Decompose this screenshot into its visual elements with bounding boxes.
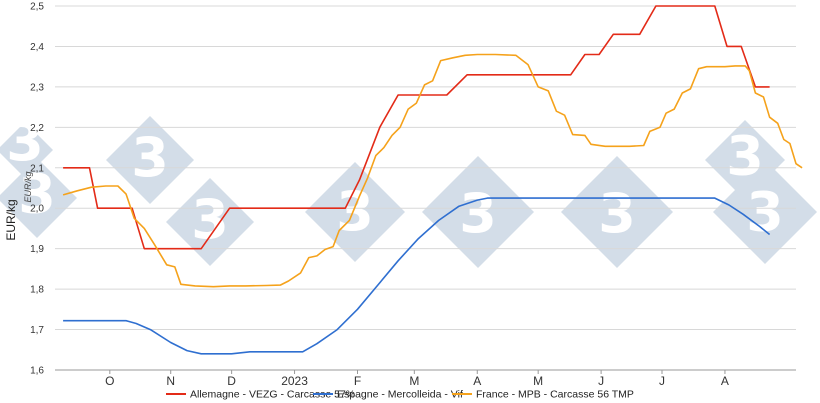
y-tick-label: 2,1 (30, 163, 44, 174)
legend-label: Espagne - Mercolleida - Vif (337, 389, 463, 401)
watermark-diamond: 3 (166, 178, 254, 266)
y-tick-label: 1,8 (30, 285, 44, 296)
x-tick-label: A (721, 374, 729, 388)
watermark-diamond: 3 (561, 156, 673, 268)
y-tick-label: 1,9 (30, 244, 44, 255)
watermark-diamond: 3 (305, 162, 405, 262)
watermark-digit: 3 (6, 110, 44, 173)
y-axis-label: EUR/kg (4, 199, 18, 240)
watermark-layer: 333 3 3 3 333 (0, 110, 817, 268)
x-tick-label: M (533, 374, 543, 388)
series-layer (62, 5, 803, 355)
legend-item: Allemagne - VEZG - Carcasse 57% (166, 389, 355, 401)
x-tick-label: J (598, 374, 604, 388)
watermark-diamond: 3 (422, 156, 534, 268)
x-tick-label: 2023 (281, 374, 308, 388)
watermark-digit: 3 (459, 182, 497, 245)
x-axis: O N D 2023 F M A M J J A (55, 369, 796, 388)
series-line-1 (63, 5, 770, 250)
watermark-diamond: 3 (0, 110, 53, 178)
legend-label: France - MPB - Carcasse 56 TMP (476, 389, 634, 401)
x-tick-label: D (227, 374, 236, 388)
x-tick-label: N (166, 374, 175, 388)
legend: Allemagne - VEZG - Carcasse 57%Espagne -… (166, 389, 634, 401)
x-tick-label: F (354, 374, 361, 388)
y-tick-label: 2,0 (30, 204, 44, 215)
x-tick-label: A (473, 374, 481, 388)
y-tick-label: 1,6 (30, 366, 44, 377)
watermark-digit: 3 (191, 188, 229, 251)
x-tick-label: M (409, 374, 419, 388)
x-tick-label: J (659, 374, 665, 388)
series-line-3 (62, 53, 803, 288)
y-tick-label: 2,3 (30, 82, 44, 93)
legend-item: Espagne - Mercolleida - Vif (313, 389, 463, 401)
legend-item: France - MPB - Carcasse 56 TMP (452, 389, 634, 401)
series-line-2 (63, 197, 771, 355)
watermark-digit: 3 (598, 182, 636, 245)
y-axis-label-secondary: EUR/kg (23, 171, 33, 202)
y-tick-label: 2,4 (30, 42, 44, 53)
legend-label: Allemagne - VEZG - Carcasse 57% (190, 389, 355, 401)
y-tick-label: 1,7 (30, 325, 44, 336)
watermark-diamond: 3 (705, 120, 785, 200)
y-tick-label: 2,2 (30, 123, 44, 134)
watermark-digit: 3 (726, 124, 764, 187)
y-axis: 1,6 1,7 1,8 1,9 2,0 2,1 2,2 2,3 2,4 2,5 (30, 2, 44, 377)
watermark-digit: 3 (131, 126, 169, 189)
x-tick-label: O (105, 374, 114, 388)
y-tick-label: 2,5 (30, 2, 44, 13)
watermark-diamond: 3 (106, 116, 194, 204)
